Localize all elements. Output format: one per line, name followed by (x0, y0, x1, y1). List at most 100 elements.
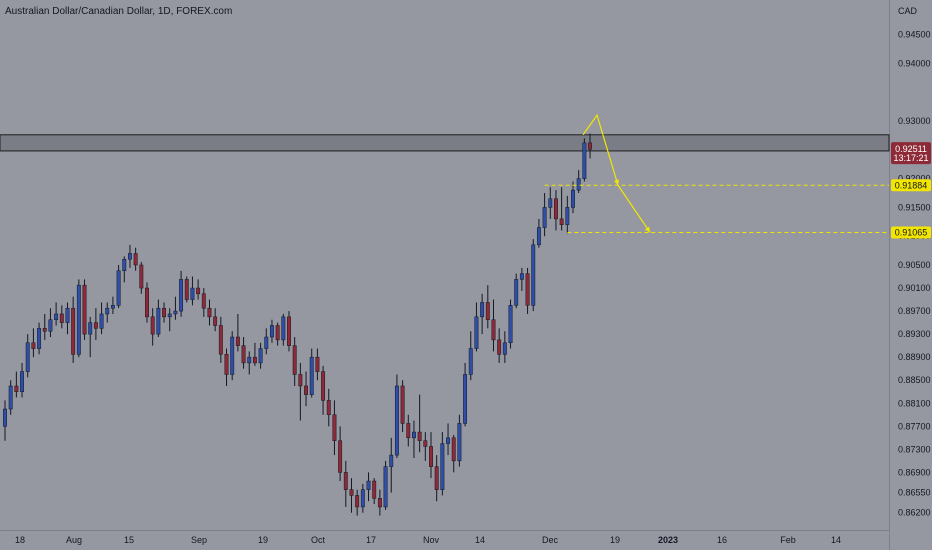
x-tick-label: 2023 (658, 535, 678, 545)
x-tick-label: Aug (66, 535, 82, 545)
y-tick-label: 0.87700 (898, 421, 931, 431)
projection-arrowhead (613, 179, 619, 186)
candle-body (42, 328, 47, 332)
candle-body (412, 431, 416, 439)
candle-body (247, 356, 252, 364)
x-tick-label: 17 (366, 535, 376, 545)
candle-body (258, 348, 263, 364)
y-tick-label: 0.87300 (898, 444, 931, 454)
candle-body (213, 316, 218, 326)
candle-body (14, 385, 19, 392)
x-tick-label: 14 (475, 535, 485, 545)
candle-body (281, 316, 286, 341)
level-price-badge (891, 179, 931, 192)
candle-body (519, 273, 524, 280)
projection-arrowhead (644, 226, 651, 233)
candle-body (446, 437, 450, 444)
candle-body (190, 287, 195, 300)
candle-body (224, 354, 229, 375)
candle-body (548, 198, 553, 208)
candle-body (20, 371, 24, 392)
candle-body (292, 345, 297, 375)
candle-body (389, 454, 394, 467)
y-tick-label: 0.86900 (898, 467, 931, 477)
plot-background (0, 0, 889, 550)
candle-body (315, 356, 320, 372)
candle-body (167, 313, 172, 318)
candle-body (514, 279, 519, 306)
candle-body (218, 325, 223, 355)
candle-body (400, 385, 405, 424)
candle-body (474, 316, 479, 349)
candle-body (565, 207, 570, 225)
candle-body (82, 284, 87, 335)
candle-body (588, 142, 592, 150)
candle-body (531, 244, 536, 306)
x-tick-label: Dec (542, 535, 559, 545)
candle-body (139, 264, 144, 289)
resistance-zone (0, 134, 890, 152)
candle-countdown: 13:17:21 (893, 153, 928, 163)
candle-body (406, 423, 411, 439)
candle-body (48, 319, 53, 332)
y-tick-label: 0.88900 (898, 352, 931, 362)
y-tick-label: 0.88500 (898, 375, 931, 385)
candle-body (377, 498, 382, 508)
candle-body (179, 279, 184, 312)
candle-body (360, 489, 365, 508)
level-price-value: 0.91065 (895, 227, 928, 237)
x-tick-label: Oct (311, 535, 326, 545)
candle-body (434, 466, 439, 490)
candle-body (93, 322, 98, 329)
candle-body (321, 371, 326, 401)
candle-body (173, 310, 178, 315)
candle-body (542, 207, 547, 228)
candle-body (3, 408, 7, 427)
candle-body (429, 446, 433, 467)
y-tick-label: 0.92000 (898, 174, 931, 184)
x-tick-label: 18 (15, 535, 25, 545)
candle-body (497, 339, 502, 355)
candle-body (59, 313, 64, 323)
level-price-badge (891, 226, 931, 239)
x-tick-label: 19 (610, 535, 620, 545)
candle-body (116, 270, 121, 306)
candle-body (122, 258, 127, 272)
candle-body (457, 423, 462, 462)
x-tick-label: 14 (831, 535, 841, 545)
x-tick-label: 15 (124, 535, 134, 545)
price-axis-background[interactable] (889, 0, 932, 550)
y-tick-label: 0.86200 (898, 508, 931, 518)
candle-body (343, 472, 348, 490)
candle-body (76, 284, 81, 355)
candle-body (99, 313, 104, 329)
y-tick-label: 0.89300 (898, 329, 931, 339)
candle-body (133, 253, 138, 266)
candle-body (423, 440, 428, 447)
candle-body (145, 287, 149, 318)
x-tick-label: Sep (191, 535, 207, 545)
candle-body (207, 307, 212, 318)
candle-body (582, 142, 587, 179)
candle-body (451, 437, 456, 462)
level-price-value: 0.91884 (895, 180, 928, 190)
candle-body (491, 319, 496, 341)
y-tick-label: 0.90100 (898, 283, 931, 293)
x-tick-label: 19 (258, 535, 268, 545)
candle-body (252, 356, 257, 364)
candle-body (304, 385, 308, 395)
y-tick-label: 0.94000 (898, 58, 931, 68)
y-tick-label: 0.86550 (898, 488, 931, 498)
candle-body (508, 305, 513, 344)
y-tick-label: 0.94500 (898, 30, 931, 40)
candle-body (536, 227, 541, 246)
x-tick-label: 16 (717, 535, 727, 545)
candle-body (25, 342, 30, 372)
candle-body (110, 305, 115, 309)
x-tick-label: Feb (780, 535, 796, 545)
candle-body (270, 325, 274, 338)
candle-body (230, 336, 235, 375)
candle-body (162, 307, 166, 318)
candle-body (326, 400, 331, 416)
